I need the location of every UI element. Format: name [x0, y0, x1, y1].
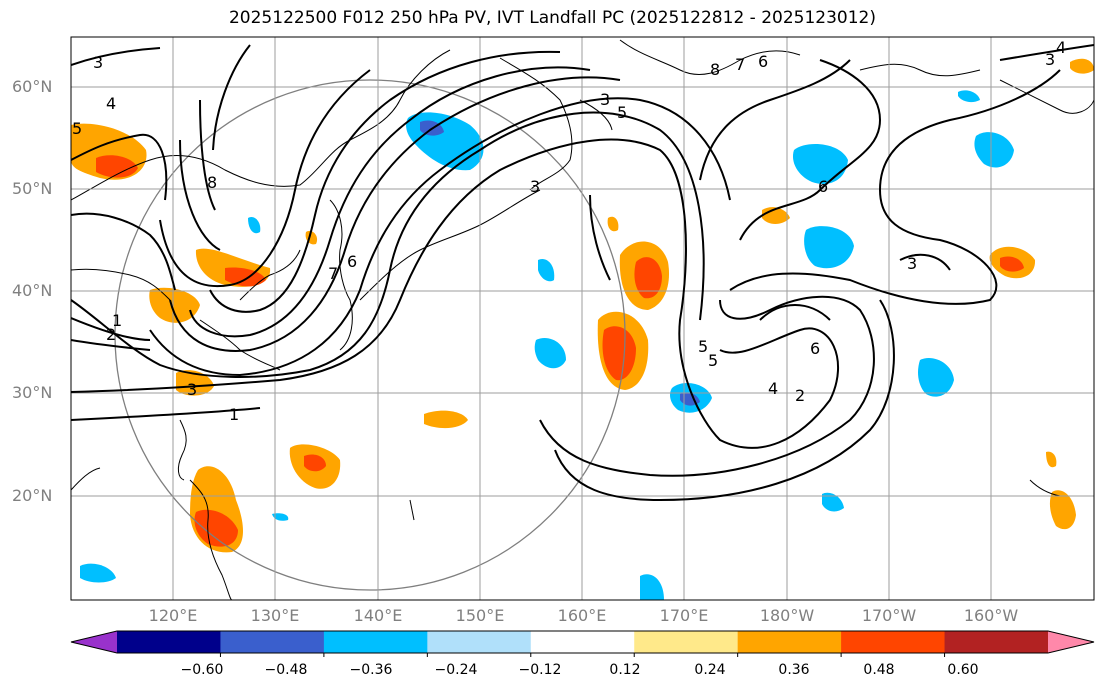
graticule [71, 37, 1094, 600]
contour-label: 5 [698, 337, 708, 356]
colorbar-segment [117, 631, 221, 653]
lon-label: 130°E [250, 606, 300, 625]
contour-label: 1 [229, 405, 239, 424]
lon-label: 180°W [759, 606, 815, 625]
lon-label: 150°E [455, 606, 505, 625]
colorbar-tick-label: 0.12 [609, 662, 641, 678]
contour-label: 3 [1045, 50, 1055, 69]
lon-label: 170°E [659, 606, 709, 625]
coastlines [71, 39, 1094, 600]
contour-label: 7 [735, 55, 745, 74]
colorbar-outline [70, 630, 1095, 654]
lon-label: 170°W [861, 606, 917, 625]
contour-label: 4 [1056, 38, 1066, 57]
colorbar-tick-label: 0.60 [947, 662, 979, 678]
contour-label: 8 [710, 60, 720, 79]
colorbar [70, 630, 1095, 657]
lon-label: 120°E [148, 606, 198, 625]
colorbar-segment [220, 631, 325, 653]
contour-label: 8 [207, 173, 217, 192]
lat-label: 60°N [12, 77, 53, 96]
contour-label: 2 [795, 386, 805, 405]
lat-label: 40°N [12, 281, 53, 300]
contour-label: 2 [106, 325, 116, 344]
lat-label: 30°N [12, 383, 53, 402]
colorbar-tick-label: −0.60 [180, 662, 224, 678]
contour-label: 5 [708, 351, 718, 370]
lon-label: 160°E [557, 606, 607, 625]
colorbar-tick-label: −0.24 [434, 662, 478, 678]
contour-label: 6 [758, 52, 768, 71]
colorbar-segment [944, 631, 1049, 653]
contour-label: 3 [187, 380, 197, 399]
contour-label-group: 3 4 5 8 1 2 3 7 6 8 7 6 5 3 3 1 5 5 6 6 … [72, 38, 1066, 424]
negative-anomaly-shading [80, 90, 1014, 600]
lon-label: 160°W [963, 606, 1019, 625]
colorbar-extend-min [71, 631, 117, 653]
map-frame [70, 36, 1095, 601]
contour-label: 6 [347, 252, 357, 271]
colorbar-tick-label: −0.36 [349, 662, 393, 678]
colorbar-tick-label: −0.12 [518, 662, 562, 678]
lat-label: 50°N [12, 179, 53, 198]
contour-label: 4 [106, 94, 116, 113]
colorbar-segment [530, 631, 635, 653]
contour-label: 1 [112, 311, 122, 330]
contour-label: 3 [600, 90, 610, 109]
contour-label: 3 [530, 177, 540, 196]
contour-label: 5 [617, 103, 627, 122]
map-title: 2025122500 F012 250 hPa PV, IVT Landfall… [228, 8, 876, 28]
colorbar-tick-label: −0.48 [264, 662, 308, 678]
colorbar-tick-label: 0.36 [778, 662, 810, 678]
contour-label: 6 [810, 339, 820, 358]
lon-label: 140°E [353, 606, 403, 625]
colorbar-segment [841, 631, 946, 653]
colorbar-tick-label: 0.48 [863, 662, 895, 678]
colorbar-segment [737, 631, 842, 653]
colorbar-tick-label: 0.24 [694, 662, 726, 678]
colorbar-segment [634, 631, 739, 653]
lat-label: 20°N [12, 486, 53, 505]
contour-label: 3 [93, 53, 103, 72]
pv-contours [71, 44, 1094, 502]
contour-label: 6 [818, 177, 828, 196]
contour-label: 5 [72, 119, 82, 138]
contour-label: 4 [768, 379, 778, 398]
colorbar-segment [427, 631, 532, 653]
colorbar-segment [323, 631, 428, 653]
contour-label: 7 [328, 264, 338, 283]
contour-label: 3 [907, 254, 917, 273]
positive-anomaly-shading [71, 58, 1094, 553]
colorbar-extend-max [1048, 631, 1094, 653]
